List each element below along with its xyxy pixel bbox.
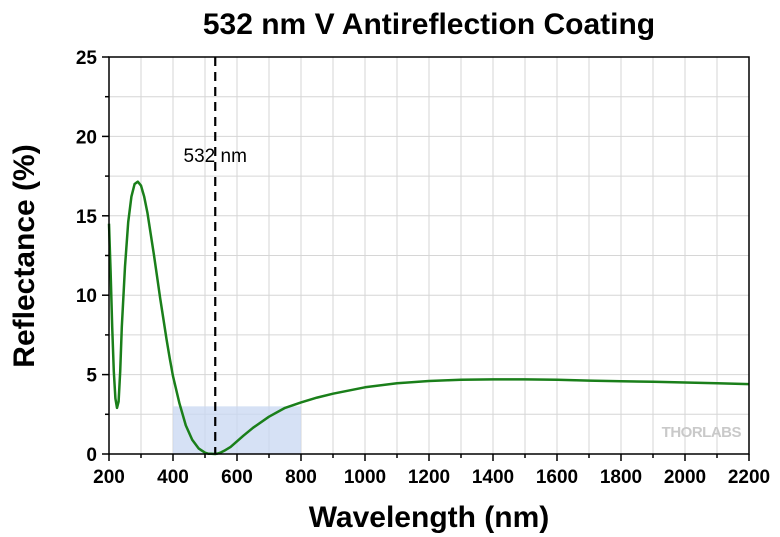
x-tick-label: 1600 [536, 467, 578, 488]
series-line-reflectance [107, 180, 750, 456]
x-tick-label: 2200 [728, 467, 770, 488]
x-tick-label: 1200 [408, 467, 450, 488]
chart-title: 532 nm V Antireflection Coating [203, 8, 655, 41]
brand-logo: THORLABS [662, 424, 742, 441]
x-tick-label: 600 [221, 467, 253, 488]
x-tick-label: 1800 [600, 467, 642, 488]
axis-ticks [102, 56, 750, 461]
x-tick-label: 1400 [472, 467, 514, 488]
x-axis-title: Wavelength (nm) [309, 501, 550, 534]
y-tick-label: 0 [86, 445, 97, 466]
y-tick-label: 10 [76, 286, 97, 307]
x-tick-label: 200 [93, 467, 125, 488]
x-tick-label: 2000 [664, 467, 706, 488]
plot-frame [108, 56, 750, 455]
x-tick-labels: 200 400 600 800 1000 1200 1400 1600 1800 2000 2200 [93, 467, 770, 488]
y-tick-labels: 0 5 10 15 20 25 [76, 48, 98, 466]
y-tick-label: 25 [76, 48, 98, 69]
y-tick-label: 5 [86, 366, 97, 387]
x-tick-label: 800 [285, 467, 317, 488]
highlight-region [173, 406, 301, 454]
y-tick-label: 15 [76, 207, 98, 228]
y-axis-title: Reflectance (%) [8, 144, 41, 367]
x-tick-label: 1000 [344, 467, 386, 488]
y-tick-label: 20 [76, 127, 97, 148]
x-tick-label: 400 [157, 467, 189, 488]
wavelength-marker-label: 532 nm [184, 146, 247, 167]
grid-lines [109, 57, 749, 454]
